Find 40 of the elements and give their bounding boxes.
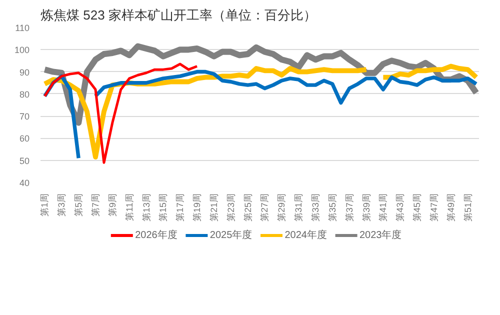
y-tick-label: 90 bbox=[19, 67, 30, 78]
y-tick-label: 60 bbox=[19, 134, 30, 144]
line-series bbox=[43, 62, 198, 164]
x-tick-label: 第5周 bbox=[74, 193, 84, 217]
y-tick-label: 40 bbox=[19, 178, 30, 188]
x-tick-label: 第43周 bbox=[395, 193, 406, 222]
x-tick-label: 第11周 bbox=[124, 194, 134, 221]
legend-label: 2024年度 bbox=[284, 229, 327, 241]
chart-title: 炼焦煤 523 家样本矿山开工率（单位：百分比） bbox=[40, 8, 316, 22]
legend-label: 2023年度 bbox=[360, 229, 402, 241]
x-tick-label: 第7周 bbox=[90, 193, 100, 217]
x-tick-label: 第31周 bbox=[294, 193, 304, 222]
x-tick-label: 第47周 bbox=[428, 193, 439, 222]
x-tick-label: 第33周 bbox=[310, 193, 320, 222]
x-tick-label: 第39周 bbox=[361, 193, 372, 222]
legend-label: 2025年度 bbox=[210, 229, 252, 241]
legend-label: 2026年度 bbox=[135, 229, 178, 241]
x-tick-label: 第37周 bbox=[344, 193, 354, 222]
x-tick-label: 第51周 bbox=[462, 193, 473, 222]
y-tick-label: 80 bbox=[19, 89, 30, 100]
x-tick-label: 第49周 bbox=[446, 193, 456, 222]
y-tick-label: 100 bbox=[14, 45, 30, 56]
x-tick-label: 第21周 bbox=[208, 193, 219, 222]
x-tick-label: 第19周 bbox=[192, 193, 202, 222]
x-tick-label: 第29周 bbox=[276, 193, 287, 222]
x-tick-label: 第15周 bbox=[158, 193, 168, 222]
x-tick-label: 第9周 bbox=[107, 193, 118, 217]
x-tick-label: 第17周 bbox=[175, 193, 186, 222]
x-tick-label: 第25周 bbox=[242, 193, 253, 222]
x-tick-label: 第3周 bbox=[56, 193, 67, 217]
x-tick-label: 第1周 bbox=[40, 193, 50, 217]
x-tick-label: 第41周 bbox=[378, 193, 388, 222]
x-tick-label: 第13周 bbox=[141, 193, 152, 222]
x-tick-label: 第35周 bbox=[327, 193, 338, 222]
x-tick-label: 第45周 bbox=[412, 193, 422, 222]
x-tick-label: 第27周 bbox=[260, 193, 270, 222]
y-tick-label: 50 bbox=[19, 156, 30, 166]
y-tick-label: 110 bbox=[15, 23, 30, 33]
y-tick-label: 70 bbox=[19, 112, 30, 122]
x-tick-label: 第23周 bbox=[226, 193, 236, 222]
